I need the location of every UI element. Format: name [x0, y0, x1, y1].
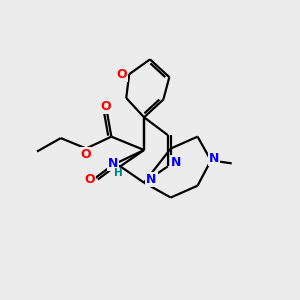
Text: O: O — [81, 148, 92, 161]
Text: O: O — [100, 100, 111, 113]
Text: H: H — [113, 168, 122, 178]
Text: O: O — [116, 68, 127, 81]
Text: O: O — [84, 173, 95, 186]
Text: N: N — [108, 157, 118, 170]
Text: N: N — [209, 152, 219, 165]
Text: N: N — [171, 156, 181, 169]
Text: N: N — [146, 173, 157, 186]
